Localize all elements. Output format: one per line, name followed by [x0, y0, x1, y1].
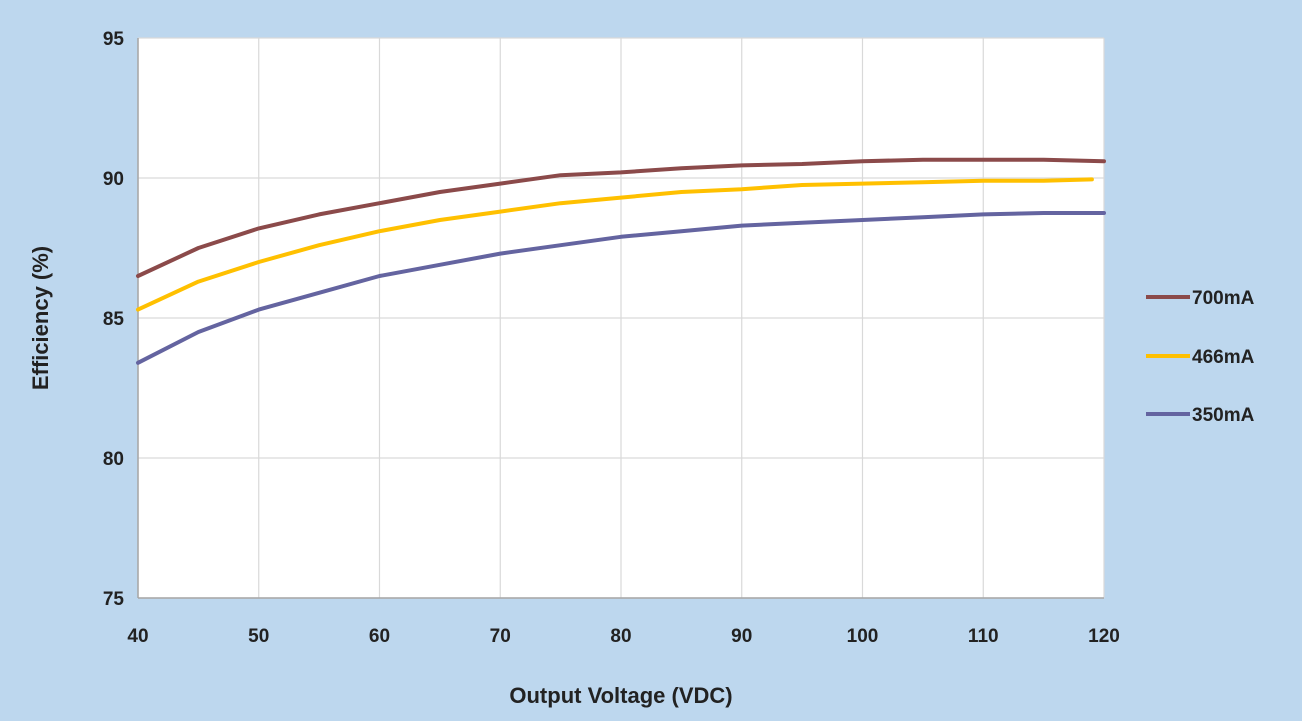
legend-label: 350mA: [1192, 405, 1255, 426]
series-line-350mA: [136, 211, 1106, 365]
y-tick-label: 80: [103, 449, 124, 470]
series-line-700mA: [136, 157, 1106, 278]
legend: 700mA 466mA 350mA: [1146, 288, 1255, 426]
y-tick-label: 85: [103, 309, 125, 330]
axes: [137, 38, 1104, 599]
x-tick-label: 70: [490, 626, 511, 647]
series-lines: [136, 157, 1106, 365]
x-axis-title: Output Voltage (VDC): [509, 683, 732, 708]
x-tick-label: 100: [847, 626, 879, 647]
legend-label: 466mA: [1192, 347, 1255, 368]
y-tick-label: 90: [103, 169, 124, 190]
x-tick-label: 90: [731, 626, 752, 647]
x-tick-label: 40: [127, 626, 148, 647]
series-line-466mA: [136, 177, 1094, 312]
x-tick-label: 120: [1088, 626, 1120, 647]
x-tick-label: 80: [610, 626, 631, 647]
y-tick-label: 95: [103, 29, 125, 50]
tick-labels: 40 50 60 70 80 90 100 110 120 75 80 85 90 95: [103, 29, 1120, 647]
x-tick-label: 50: [248, 626, 269, 647]
y-axis-title: Efficiency (%): [28, 246, 53, 390]
x-tick-label: 60: [369, 626, 390, 647]
x-tick-label: 110: [968, 626, 999, 647]
legend-label: 700mA: [1192, 288, 1255, 309]
y-tick-label: 75: [103, 589, 125, 610]
